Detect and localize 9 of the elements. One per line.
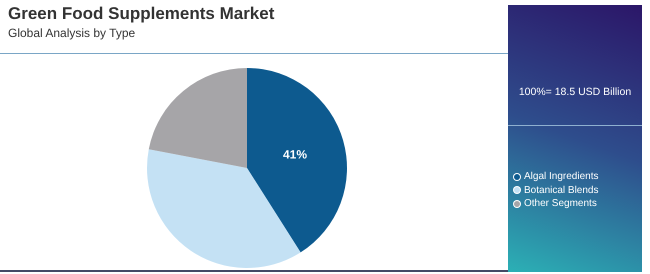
text: 100%= 18.5 USD Billion xyxy=(518,86,632,98)
legend-label: Botanical Blends xyxy=(524,184,598,197)
legend-label: Algal Ingredients xyxy=(524,170,598,184)
chart-title: Green Food Supplements Market xyxy=(8,4,274,24)
chart-subtitle: Global Analysis by Type xyxy=(8,26,136,40)
pie-slice xyxy=(247,68,347,252)
pie-slice xyxy=(148,68,247,168)
legend-label: Other Segments xyxy=(524,197,597,210)
data-label: 41% xyxy=(283,147,308,162)
